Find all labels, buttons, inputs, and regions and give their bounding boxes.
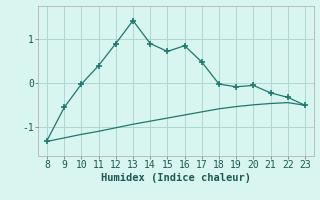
X-axis label: Humidex (Indice chaleur): Humidex (Indice chaleur) bbox=[101, 173, 251, 183]
